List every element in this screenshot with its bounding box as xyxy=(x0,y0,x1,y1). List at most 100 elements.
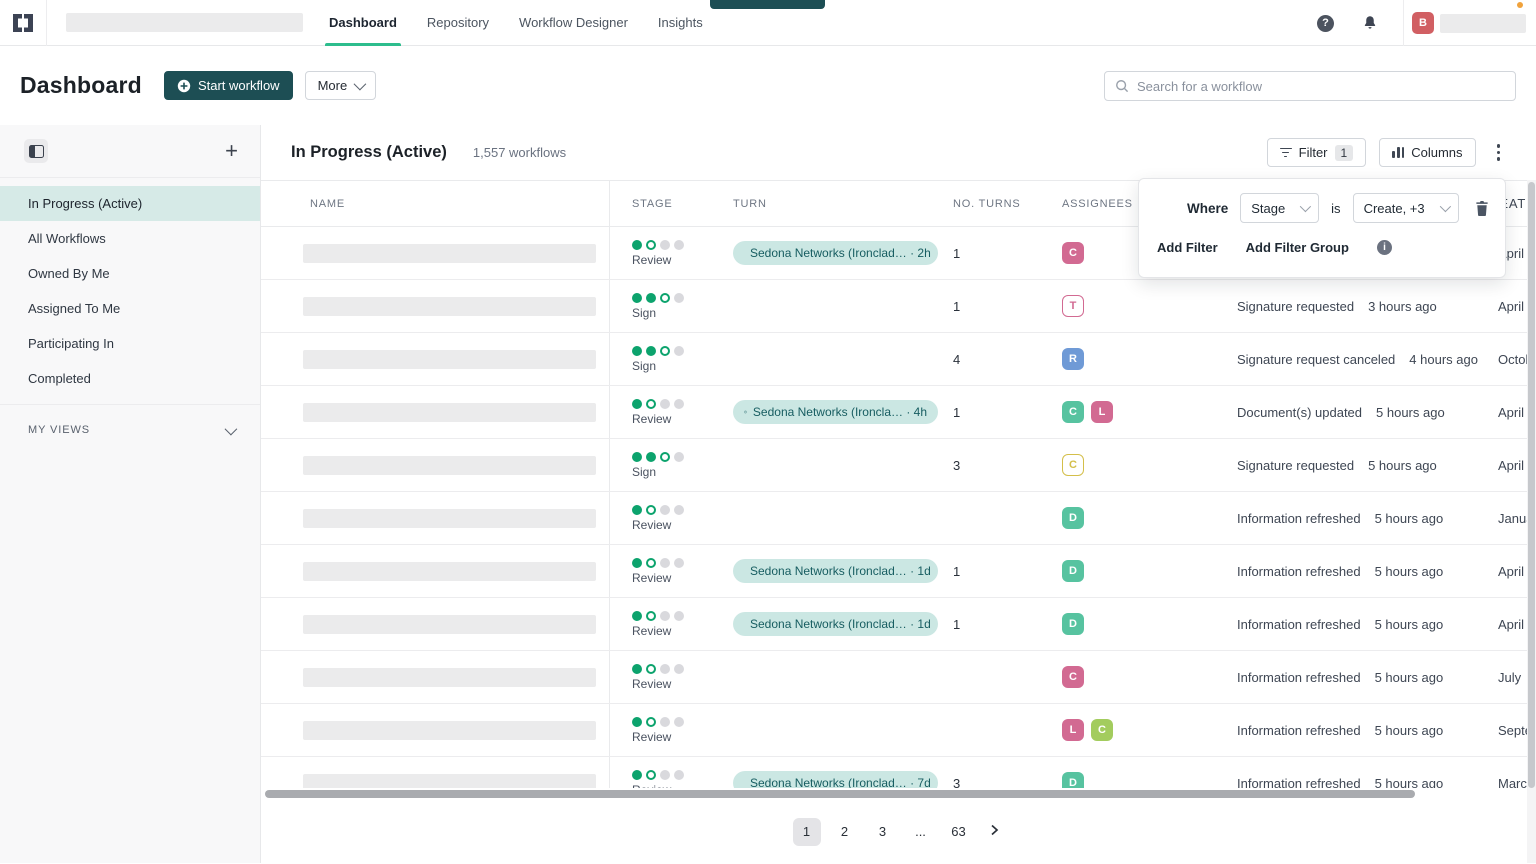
table-row[interactable]: ReviewSedona Networks (Ironclad… · 7d3DI… xyxy=(261,757,1536,788)
stage-dot xyxy=(674,770,684,780)
assignee-avatar[interactable]: D xyxy=(1062,560,1084,582)
workflow-search xyxy=(1104,71,1516,101)
assignee-avatar[interactable]: C xyxy=(1062,666,1084,688)
stage-dot xyxy=(660,717,670,727)
stage-dot xyxy=(632,558,642,568)
turn-badge[interactable]: Sedona Networks (Ironcla… · 4h xyxy=(733,400,938,424)
start-workflow-button[interactable]: Start workflow xyxy=(164,71,293,100)
search-input[interactable] xyxy=(1137,79,1505,94)
add-filter-group-button[interactable]: Add Filter Group xyxy=(1246,240,1349,255)
filter-button[interactable]: Filter 1 xyxy=(1267,138,1367,167)
stage-dot xyxy=(660,770,670,780)
table-row[interactable]: ReviewSedona Networks (Ironclad… · 1d1DI… xyxy=(261,545,1536,598)
vertical-scrollbar[interactable] xyxy=(1527,180,1536,863)
activity-text: Document(s) updated xyxy=(1237,405,1362,420)
column-header-stage[interactable]: STAGE xyxy=(610,198,730,210)
add-view-button[interactable]: + xyxy=(225,140,238,162)
turn-badge-label: Sedona Networks (Ironcla… · 4h xyxy=(753,405,927,419)
help-icon[interactable]: ? xyxy=(1317,15,1334,32)
activity-text: Information refreshed xyxy=(1237,617,1361,632)
page-button-2[interactable]: 2 xyxy=(831,818,859,846)
stage-cell: Review xyxy=(610,240,730,267)
sidebar-item-participating-in[interactable]: Participating In xyxy=(0,326,260,361)
sidebar-item-completed[interactable]: Completed xyxy=(0,361,260,396)
collapse-sidebar-button[interactable] xyxy=(24,139,48,163)
more-options-kebab-icon[interactable] xyxy=(1491,140,1507,165)
table-row[interactable]: ReviewDInformation refreshed5 hours agoJ… xyxy=(261,492,1536,545)
my-views-section[interactable]: MY VIEWS xyxy=(0,405,260,455)
columns-button[interactable]: Columns xyxy=(1379,138,1475,167)
page-title: Dashboard xyxy=(20,72,142,99)
vertical-scrollbar-thumb[interactable] xyxy=(1528,182,1535,788)
table-row[interactable]: ReviewCInformation refreshed5 hours agoJ… xyxy=(261,651,1536,704)
assignee-avatar[interactable]: D xyxy=(1062,772,1084,788)
table-row[interactable]: Sign3CSignature requested5 hours agoApri… xyxy=(261,439,1536,492)
page-button-3[interactable]: 3 xyxy=(869,818,897,846)
table-row[interactable]: ReviewSedona Networks (Ironclad… · 1d1DI… xyxy=(261,598,1536,651)
column-header-turn[interactable]: TURN xyxy=(730,198,945,210)
assignee-avatar[interactable]: C xyxy=(1091,719,1113,741)
user-avatar[interactable]: B xyxy=(1412,12,1434,34)
assignee-avatar[interactable]: L xyxy=(1062,719,1084,741)
no-turns-cell: 1 xyxy=(945,246,1057,261)
turn-badge[interactable]: Sedona Networks (Ironclad… · 7d xyxy=(733,771,938,788)
top-navigation-bar: Dashboard Repository Workflow Designer Insi… xyxy=(0,0,1536,46)
turn-badge[interactable]: Sedona Networks (Ironclad… · 2h xyxy=(733,241,938,265)
table-row[interactable]: ReviewSedona Networks (Ironcla… · 4h1CLD… xyxy=(261,386,1536,439)
page-button-63[interactable]: 63 xyxy=(945,818,973,846)
stage-dot xyxy=(660,399,670,409)
stage-dot xyxy=(632,505,642,515)
redacted-workflow-name-placeholder xyxy=(303,297,596,316)
column-header-no-turns[interactable]: NO. TURNS xyxy=(945,198,1057,210)
stage-progress-dots xyxy=(632,505,730,515)
horizontal-scrollbar[interactable] xyxy=(261,788,1536,800)
delete-filter-icon[interactable] xyxy=(1475,201,1489,216)
sidebar-item-all-workflows[interactable]: All Workflows xyxy=(0,221,260,256)
name-cell xyxy=(261,598,610,650)
tab-insights[interactable]: Insights xyxy=(658,0,703,46)
turn-badge[interactable]: Sedona Networks (Ironclad… · 1d xyxy=(733,612,938,636)
assignee-avatar[interactable]: R xyxy=(1062,348,1084,370)
table-row[interactable]: Sign4RSignature request canceled4 hours … xyxy=(261,333,1536,386)
stage-dot xyxy=(632,664,642,674)
assignee-avatar[interactable]: L xyxy=(1091,401,1113,423)
topbar-cutoff-button[interactable] xyxy=(710,0,825,9)
add-filter-button[interactable]: Add Filter xyxy=(1157,240,1218,255)
workflow-table-panel: In Progress (Active) 1,557 workflows Fil… xyxy=(261,125,1536,863)
tab-repository[interactable]: Repository xyxy=(427,0,489,46)
last-activity-cell: Information refreshed5 hours ago xyxy=(1235,776,1498,789)
assignee-avatar[interactable]: T xyxy=(1062,295,1084,317)
notifications-bell-icon[interactable] xyxy=(1361,14,1379,32)
redacted-workflow-name-placeholder xyxy=(303,456,596,475)
horizontal-scrollbar-thumb[interactable] xyxy=(265,790,1415,798)
assignee-avatar[interactable]: C xyxy=(1062,454,1084,476)
ironclad-logo[interactable] xyxy=(0,0,47,46)
sidebar-item-in-progress-active-[interactable]: In Progress (Active) xyxy=(0,186,260,221)
stage-dot xyxy=(660,558,670,568)
filter-popup: Where Stage is Create, +3 Add Filter Add… xyxy=(1138,178,1506,278)
more-button[interactable]: More xyxy=(305,71,377,100)
assignee-avatar[interactable]: C xyxy=(1062,401,1084,423)
stage-dot xyxy=(632,293,642,303)
stage-dot xyxy=(632,452,642,462)
assignees-cell: D xyxy=(1057,772,1235,788)
page-button-1[interactable]: 1 xyxy=(793,818,821,846)
filter-value-select[interactable]: Create, +3 xyxy=(1353,193,1459,223)
sidebar-item-assigned-to-me[interactable]: Assigned To Me xyxy=(0,291,260,326)
tab-workflow-designer[interactable]: Workflow Designer xyxy=(519,0,628,46)
column-header-name[interactable]: NAME xyxy=(261,181,610,226)
panel-icon xyxy=(29,145,44,158)
turn-badge[interactable]: Sedona Networks (Ironclad… · 1d xyxy=(733,559,938,583)
tab-dashboard[interactable]: Dashboard xyxy=(329,0,397,46)
next-page-icon[interactable] xyxy=(983,823,1005,841)
filter-field-select[interactable]: Stage xyxy=(1240,193,1319,223)
assignee-avatar[interactable]: C xyxy=(1062,242,1084,264)
assignee-avatar[interactable]: D xyxy=(1062,613,1084,635)
table-row[interactable]: Sign1TSignature requested3 hours agoApri… xyxy=(261,280,1536,333)
table-row[interactable]: ReviewLCInformation refreshed5 hours ago… xyxy=(261,704,1536,757)
stage-dot xyxy=(660,611,670,621)
redacted-workflow-name-placeholder xyxy=(303,721,596,740)
sidebar-item-owned-by-me[interactable]: Owned By Me xyxy=(0,256,260,291)
assignee-avatar[interactable]: D xyxy=(1062,507,1084,529)
info-icon[interactable]: i xyxy=(1377,240,1392,255)
